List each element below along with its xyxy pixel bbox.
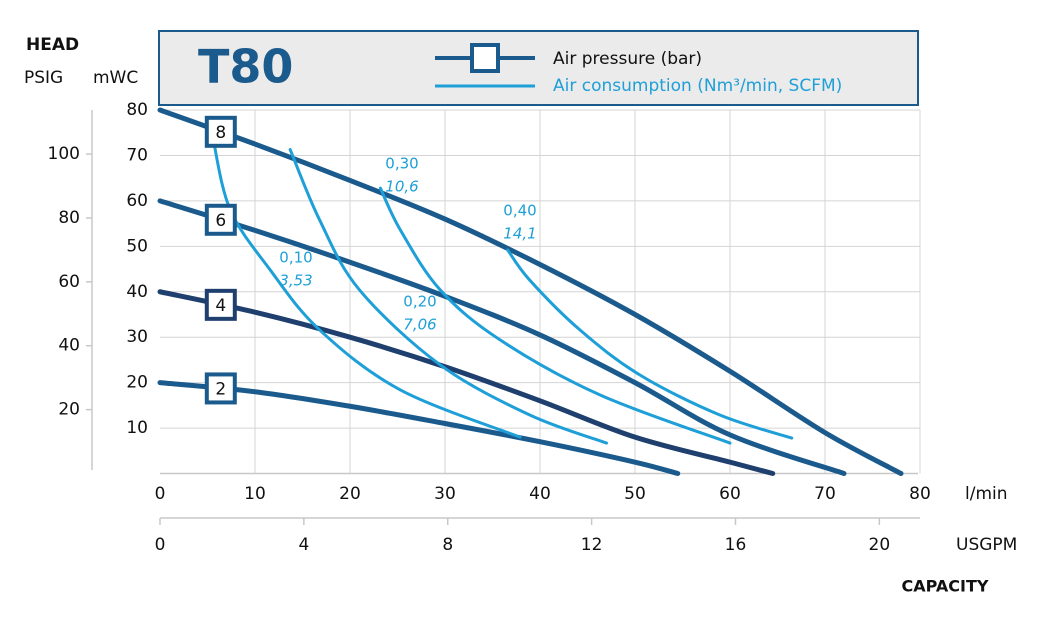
curve-label: 14,1 [503, 225, 536, 243]
y-tick-label: 60 [126, 191, 148, 211]
head-label: HEAD [26, 35, 79, 55]
pressure-label: 2 [215, 379, 226, 399]
consumption-curve [506, 248, 794, 440]
x2-tick-label: 8 [442, 535, 453, 555]
pressure-curve [157, 198, 847, 476]
x2-tick-label: 4 [298, 535, 309, 555]
x-tick-label: 20 [339, 484, 361, 504]
pressure-label: 4 [215, 296, 226, 316]
y-tick-label: 20 [126, 373, 148, 393]
pressure-box [204, 115, 237, 148]
x-axis-label: l/min [965, 484, 1008, 504]
pressure-box [204, 372, 237, 405]
y-tick-label: 50 [126, 236, 148, 256]
pressure-label: 8 [215, 123, 226, 143]
x-tick-label: 80 [909, 484, 931, 504]
x-tick-label: 30 [434, 484, 456, 504]
x-tick-label: 10 [244, 484, 266, 504]
consumption-curve [378, 186, 732, 445]
x-tick-label: 40 [529, 484, 551, 504]
y-axis-label: mWC [93, 68, 138, 88]
curve-label: 3,53 [279, 272, 312, 290]
y-tick-label: 10 [126, 418, 148, 438]
pressure-curve [157, 380, 681, 476]
pressure-label: 6 [215, 211, 226, 231]
curve-label: 10,6 [385, 178, 418, 196]
x2-tick-label: 20 [869, 535, 891, 555]
y-tick-label: 80 [126, 100, 148, 120]
pressure-curve [157, 107, 904, 476]
x-tick-label: 50 [624, 484, 646, 504]
y2-tick-label: 80 [58, 208, 80, 228]
curve-label: 0,20 [403, 293, 436, 311]
legend-label: Air consumption (Nm³/min, SCFM) [553, 76, 842, 96]
chart-title: T80 [198, 40, 293, 94]
x2-tick-label: 0 [155, 535, 166, 555]
x-tick-label: 70 [814, 484, 836, 504]
pressure-box [204, 288, 237, 321]
y-tick-label: 40 [126, 282, 148, 302]
y-tick-label: 70 [126, 145, 148, 165]
curve-label: 0,10 [279, 249, 312, 267]
x2-axis-label: USGPM [956, 535, 1017, 555]
x-tick-label: 60 [719, 484, 741, 504]
curve-label: 7,06 [403, 316, 436, 334]
y2-axis-label: PSIG [24, 68, 63, 88]
consumption-curve [288, 148, 608, 445]
y2-tick-label: 20 [58, 400, 80, 420]
curve-label: 0,40 [503, 202, 536, 220]
header-box [158, 30, 919, 106]
y2-tick-label: 100 [48, 144, 80, 164]
x2-tick-label: 12 [581, 535, 603, 555]
legend-label: Air pressure (bar) [553, 49, 702, 69]
y2-tick-label: 60 [58, 272, 80, 292]
curve-label: 0,30 [385, 155, 418, 173]
x2-tick-label: 16 [725, 535, 747, 555]
x-tick-label: 0 [155, 484, 166, 504]
capacity-label: CAPACITY [902, 577, 989, 596]
pressure-box [204, 203, 237, 236]
legend-marker [470, 43, 500, 73]
pressure-curve [157, 289, 776, 476]
y-tick-label: 30 [126, 327, 148, 347]
y2-tick-label: 40 [58, 336, 80, 356]
